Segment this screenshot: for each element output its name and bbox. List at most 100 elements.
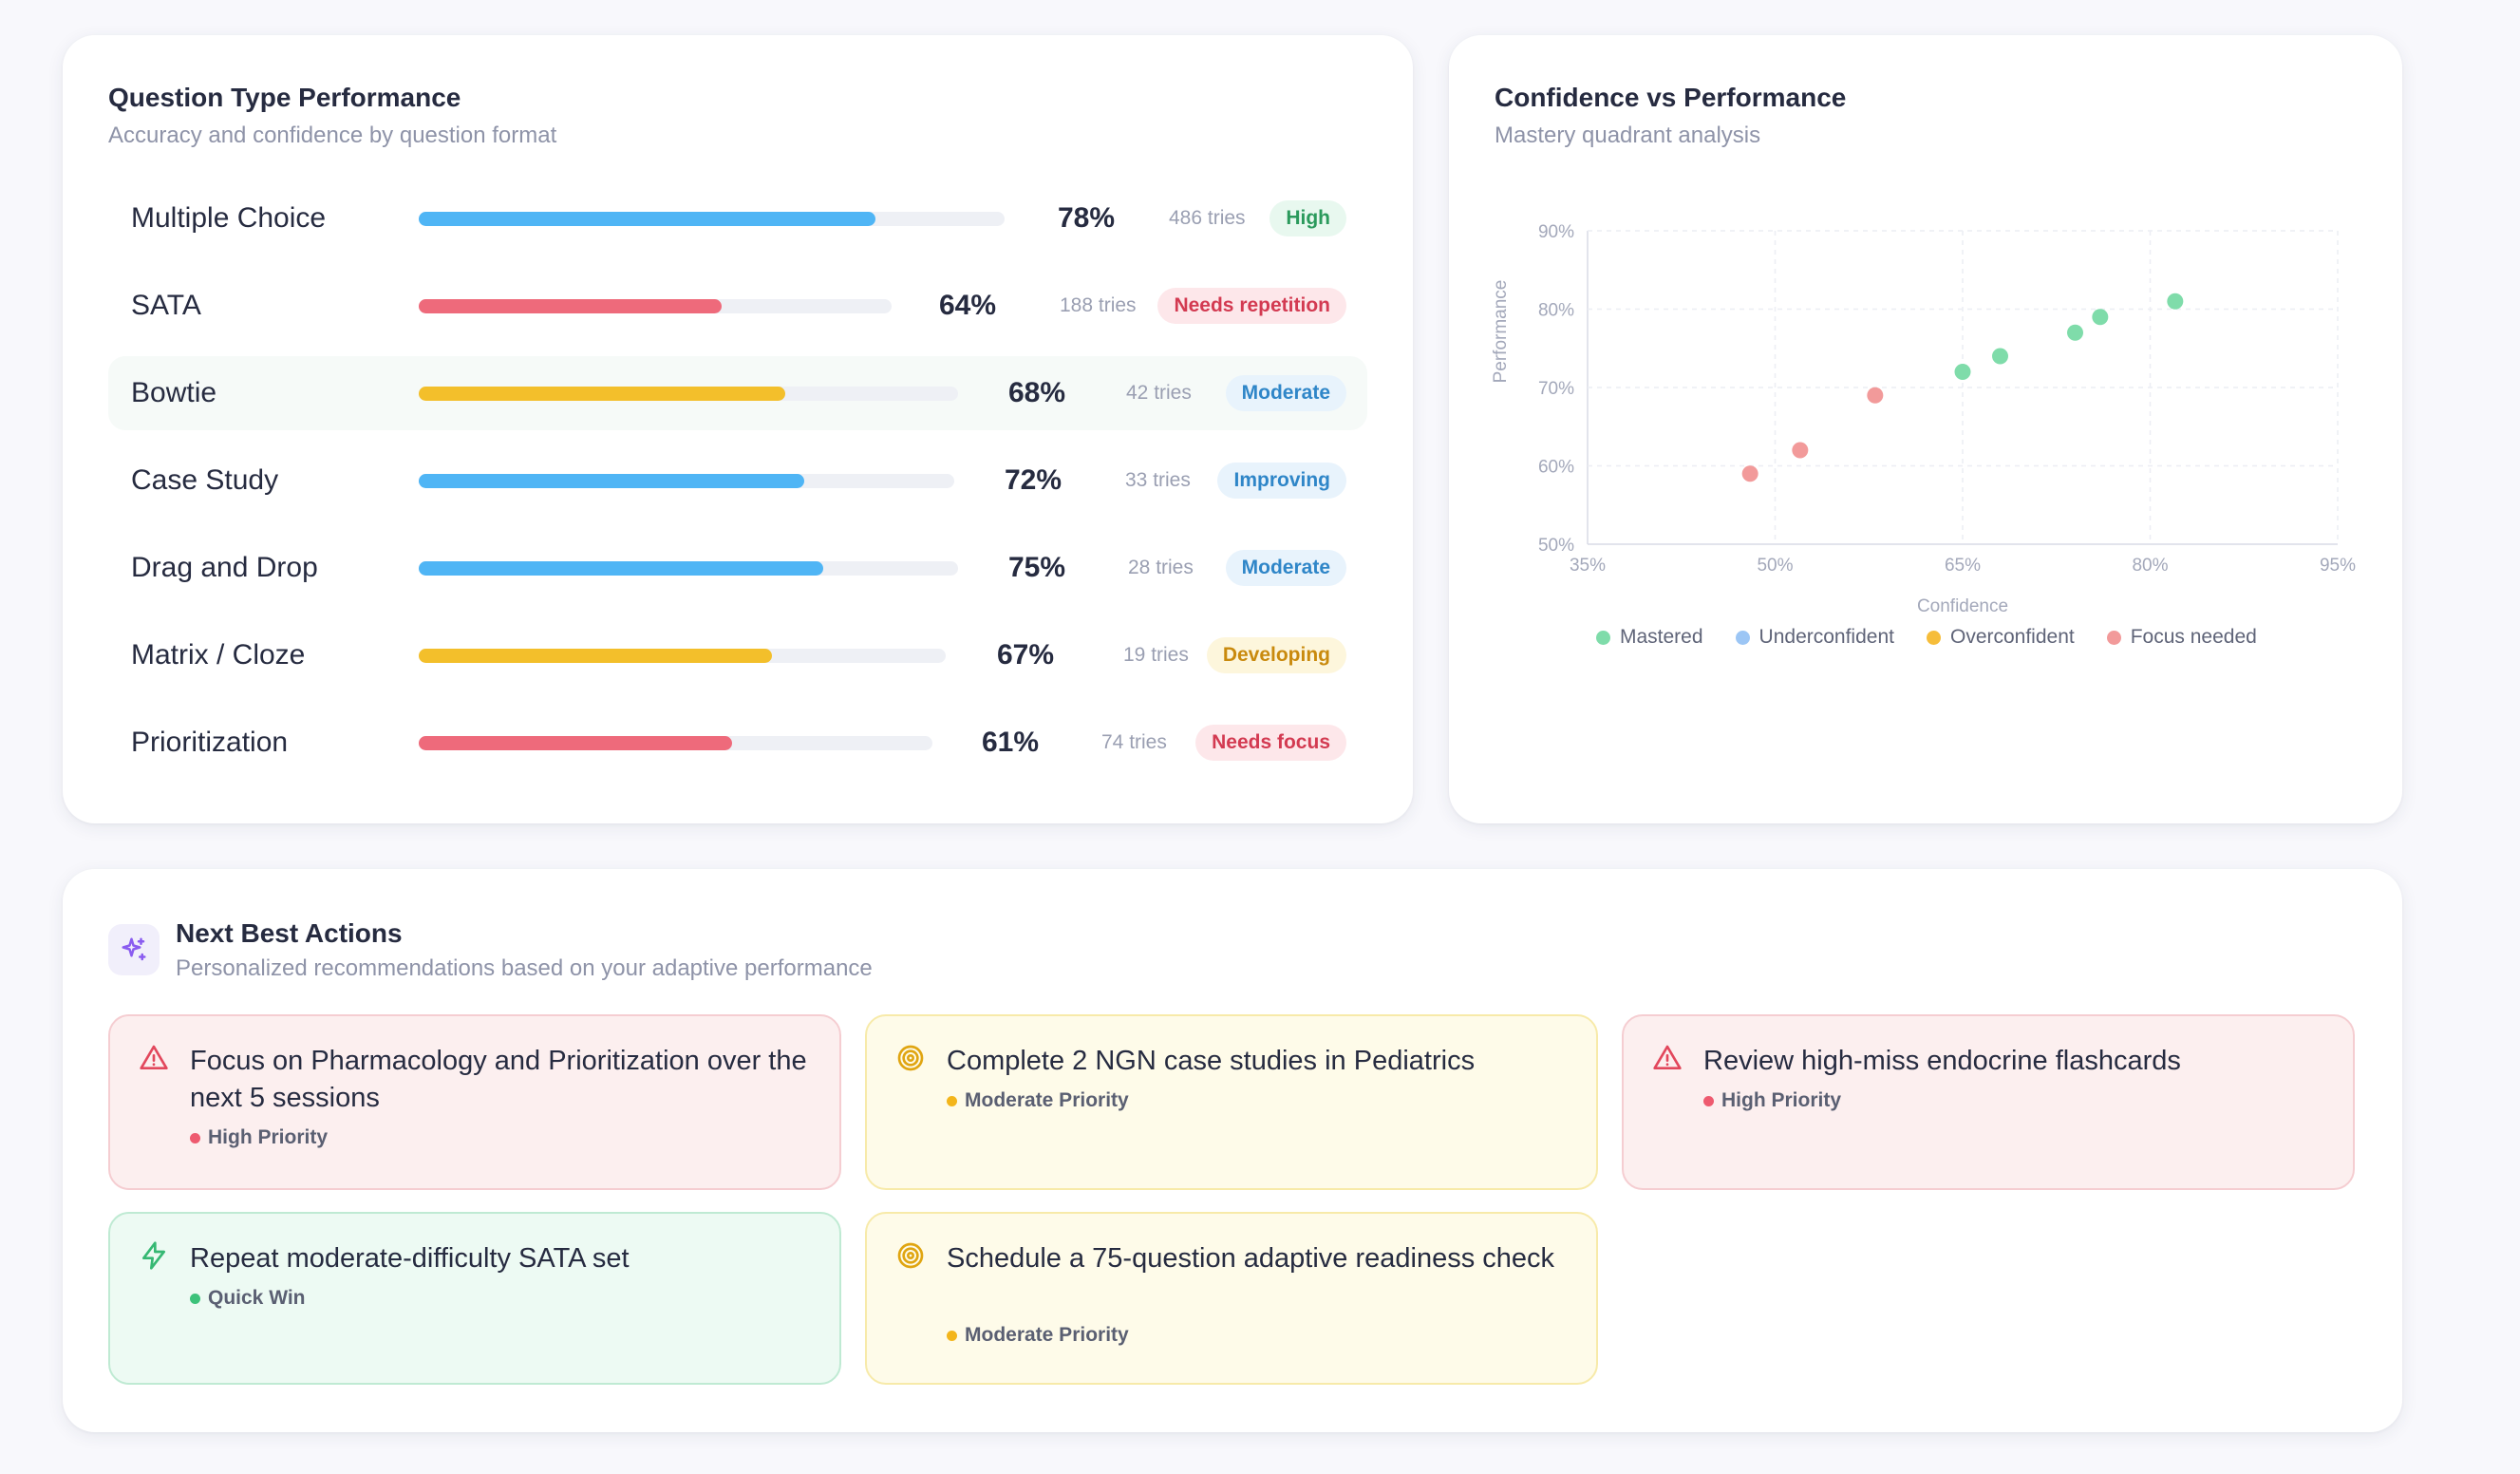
action-card-readiness-check[interactable]: Schedule a 75-question adaptive readines… <box>865 1212 1598 1385</box>
question-type-name: Bowtie <box>131 377 217 408</box>
scatter-point-mastered[interactable] <box>1992 348 2008 365</box>
accuracy-bar-fill <box>419 387 786 401</box>
accuracy-percent: 72% <box>1005 464 1063 496</box>
chart-legend: Mastered Underconfident Overconfident Fo… <box>1596 626 2257 649</box>
status-badge: Needs repetition <box>1157 288 1346 324</box>
action-text: Schedule a 75-question adaptive readines… <box>947 1243 1555 1274</box>
lightning-icon <box>142 1241 165 1270</box>
legend-label: Focus needed <box>2130 626 2257 648</box>
tries-count: 42 tries <box>1126 382 1192 404</box>
action-card-pharmacology[interactable]: Focus on Pharmacology and Prioritization… <box>108 1014 841 1190</box>
action-text: Review high-miss endocrine flashcards <box>1703 1046 2181 1076</box>
accuracy-percent: 67% <box>997 639 1055 671</box>
alert-triangle-icon <box>140 1045 168 1069</box>
card-title: Confidence vs Performance <box>1495 83 1847 112</box>
confidence-scatter-chart: 35% 50% 65% 80% 95%50%60%70%80%90% Performan… <box>1491 222 2356 614</box>
action-card-case-studies[interactable]: Complete 2 NGN case studies in Pediatric… <box>865 1014 1598 1190</box>
target-icon <box>897 1242 924 1269</box>
tries-count: 33 tries <box>1125 469 1191 491</box>
legend-dot <box>2106 630 2121 645</box>
legend-dot <box>1926 630 1941 645</box>
accuracy-percent: 68% <box>1008 377 1066 408</box>
confidence-vs-performance-card: Confidence vs Performance Mastery quadra… <box>1449 35 2402 823</box>
priority-dot <box>947 1095 957 1106</box>
scatter-point-focus-needed[interactable] <box>1792 442 1809 459</box>
priority-text: Quick Win <box>208 1287 306 1309</box>
next-best-actions-card: Next Best Actions Personalized recommend… <box>63 869 2402 1432</box>
legend-label: Underconfident <box>1758 626 1894 648</box>
question-type-row: Multiple Choice 78% 486 tries High <box>108 181 1367 255</box>
status-badge: Needs focus <box>1195 725 1346 761</box>
question-type-name: Matrix / Cloze <box>131 639 306 671</box>
card-title: Question Type Performance <box>108 83 461 112</box>
accuracy-bar-fill <box>419 561 823 576</box>
priority-label: Quick Win <box>190 1287 306 1310</box>
question-type-row: Drag and Drop 75% 28 tries Moderate <box>108 531 1367 605</box>
target-icon <box>897 1045 924 1071</box>
tries-count: 74 tries <box>1101 731 1167 753</box>
alert-triangle-icon <box>1653 1045 1682 1069</box>
question-type-row: Bowtie 68% 42 tries Moderate <box>108 356 1367 430</box>
card-title: Next Best Actions <box>176 918 403 948</box>
x-tick-label: 35% <box>1570 556 1606 576</box>
priority-text: High Priority <box>1721 1089 1842 1111</box>
accuracy-bar-fill <box>419 299 722 313</box>
status-badge: High <box>1269 200 1346 236</box>
action-text: Complete 2 NGN case studies in Pediatric… <box>947 1046 1476 1076</box>
question-type-row: Prioritization 61% 74 tries Needs focus <box>108 706 1367 780</box>
scatter-point-focus-needed[interactable] <box>1741 465 1758 482</box>
accuracy-percent: 61% <box>982 727 1040 758</box>
status-badge: Moderate <box>1225 550 1346 586</box>
priority-text: High Priority <box>208 1126 329 1148</box>
action-card-endocrine-flashcards[interactable]: Review high-miss endocrine flashcards Hi… <box>1622 1014 2355 1190</box>
x-axis-label: Confidence <box>1917 596 2008 614</box>
status-badge: Moderate <box>1225 375 1346 411</box>
question-type-name: Case Study <box>131 464 279 496</box>
accuracy-bar-fill <box>419 649 772 663</box>
priority-text: Moderate Priority <box>965 1089 1129 1111</box>
scatter-point-mastered[interactable] <box>2167 293 2184 310</box>
legend-item-mastered: Mastered <box>1596 626 1703 649</box>
y-tick-label: 80% <box>1538 301 1574 321</box>
accuracy-bar-track <box>419 649 946 663</box>
legend-item-underconfident: Underconfident <box>1735 626 1894 649</box>
card-subtitle: Mastery quadrant analysis <box>1495 123 1761 148</box>
accuracy-percent: 64% <box>939 290 997 321</box>
priority-label: High Priority <box>190 1126 328 1149</box>
question-type-name: Drag and Drop <box>131 552 318 583</box>
scatter-point-focus-needed[interactable] <box>1867 387 1884 404</box>
scatter-point-mastered[interactable] <box>2092 309 2109 326</box>
priority-dot <box>947 1330 957 1341</box>
accuracy-bar-track <box>419 299 892 313</box>
x-tick-label: 95% <box>2320 556 2356 576</box>
question-type-row: Case Study 72% 33 tries Improving <box>108 444 1367 518</box>
status-badge: Developing <box>1206 637 1346 673</box>
question-type-name: SATA <box>131 290 201 321</box>
legend-item-overconfident: Overconfident <box>1926 626 2075 649</box>
tries-count: 28 tries <box>1128 557 1194 578</box>
y-tick-label: 90% <box>1538 222 1574 242</box>
y-tick-label: 60% <box>1538 458 1574 478</box>
x-tick-label: 65% <box>1945 556 1981 576</box>
accuracy-percent: 75% <box>1008 552 1066 583</box>
priority-dot <box>190 1132 200 1143</box>
legend-label: Mastered <box>1620 626 1703 648</box>
priority-label: Moderate Priority <box>947 1324 1129 1347</box>
y-tick-label: 70% <box>1538 379 1574 399</box>
priority-dot <box>1703 1095 1714 1106</box>
tries-count: 486 tries <box>1169 207 1246 229</box>
accuracy-bar-fill <box>419 736 732 750</box>
scatter-point-mastered[interactable] <box>1954 364 1971 380</box>
accuracy-bar-track <box>419 474 954 488</box>
x-tick-label: 80% <box>2132 556 2168 576</box>
question-type-performance-card: Question Type Performance Accuracy and c… <box>63 35 1413 823</box>
accuracy-bar-track <box>419 736 932 750</box>
scatter-point-mastered[interactable] <box>2067 324 2083 341</box>
tries-count: 188 tries <box>1060 294 1137 316</box>
legend-label: Overconfident <box>1949 626 2075 648</box>
accuracy-bar-track <box>419 561 958 576</box>
action-card-sata-set[interactable]: Repeat moderate-difficulty SATA set Quic… <box>108 1212 841 1385</box>
x-tick-label: 50% <box>1757 556 1793 576</box>
priority-dot <box>190 1293 200 1304</box>
legend-dot <box>1596 630 1610 645</box>
